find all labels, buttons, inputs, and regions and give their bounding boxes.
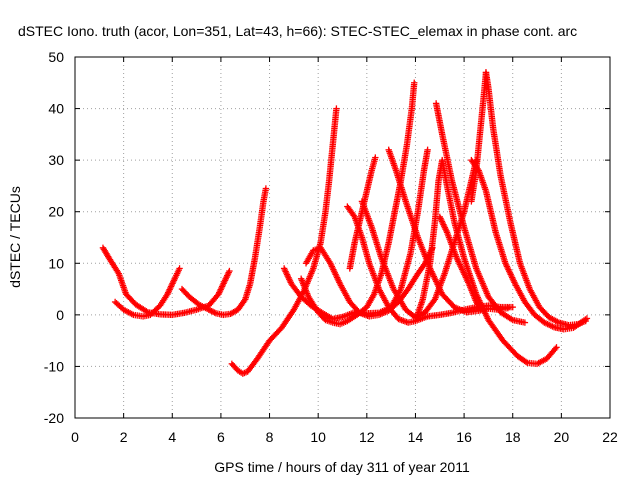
- series-2: [111, 265, 183, 320]
- data-point: [262, 185, 270, 192]
- data-point: [208, 307, 215, 315]
- data-point: [211, 309, 218, 316]
- y-axis-label: dSTEC / TECUs: [7, 186, 23, 288]
- y-tick-label: -20: [44, 410, 64, 426]
- series-3: [178, 185, 270, 319]
- x-tick-label: 20: [554, 429, 570, 445]
- y-tick-label: 0: [56, 307, 64, 323]
- data-point: [209, 308, 217, 316]
- y-tick-label: 30: [48, 152, 64, 168]
- series-4: [228, 105, 340, 377]
- x-tick-label: 4: [168, 429, 176, 445]
- x-tick-label: 16: [456, 429, 472, 445]
- x-axis-label: GPS time / hours of day 311 of year 2011: [214, 459, 470, 475]
- series-5: [280, 146, 431, 323]
- data-point: [207, 307, 214, 314]
- data-point: [205, 306, 212, 313]
- x-tick-label: 18: [505, 429, 521, 445]
- y-tick-label: 20: [48, 204, 64, 220]
- x-tick-label: 0: [71, 429, 79, 445]
- y-tick-label: 10: [48, 255, 64, 271]
- data-point: [226, 267, 233, 275]
- chart-title: dSTEC Iono. truth (acor, Lon=351, Lat=43…: [18, 23, 577, 39]
- data-point: [333, 105, 340, 112]
- y-tick-label: 40: [48, 101, 64, 117]
- data-point: [176, 265, 183, 272]
- x-tick-label: 22: [602, 429, 618, 445]
- data-points: [99, 69, 591, 377]
- x-tick-label: 6: [217, 429, 225, 445]
- data-point: [424, 146, 431, 154]
- x-tick-label: 12: [359, 429, 375, 445]
- plot-frame: [74, 56, 611, 419]
- y-tick-label: -10: [44, 358, 64, 374]
- x-tick-label: 10: [310, 429, 326, 445]
- y-tick-label: 50: [48, 49, 64, 65]
- x-tick-label: 2: [120, 429, 128, 445]
- x-axis: 0 2 4 6 8 10 12 14 16 18 20 22: [71, 57, 618, 445]
- x-tick-label: 8: [266, 429, 274, 445]
- y-axis: -20 -10 0 10 20 30 40 50: [44, 49, 610, 426]
- x-tick-label: 14: [408, 429, 424, 445]
